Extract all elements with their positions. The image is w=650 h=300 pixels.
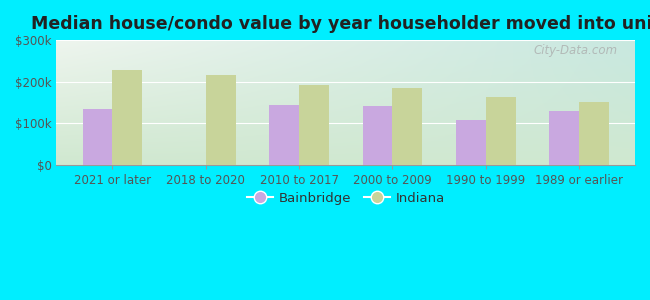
Bar	[206, 75, 236, 165]
Bar	[299, 85, 329, 165]
Bar	[269, 105, 299, 165]
Bar	[456, 120, 486, 165]
Text: City-Data.com: City-Data.com	[534, 44, 618, 57]
Legend: Bainbridge, Indiana: Bainbridge, Indiana	[241, 187, 450, 210]
Bar	[549, 112, 579, 165]
Bar	[363, 106, 393, 165]
Title: Median house/condo value by year householder moved into unit: Median house/condo value by year househo…	[31, 15, 650, 33]
Bar	[393, 88, 422, 165]
Bar	[112, 70, 142, 165]
Bar	[486, 97, 515, 165]
Bar	[579, 102, 609, 165]
Bar	[83, 109, 112, 165]
